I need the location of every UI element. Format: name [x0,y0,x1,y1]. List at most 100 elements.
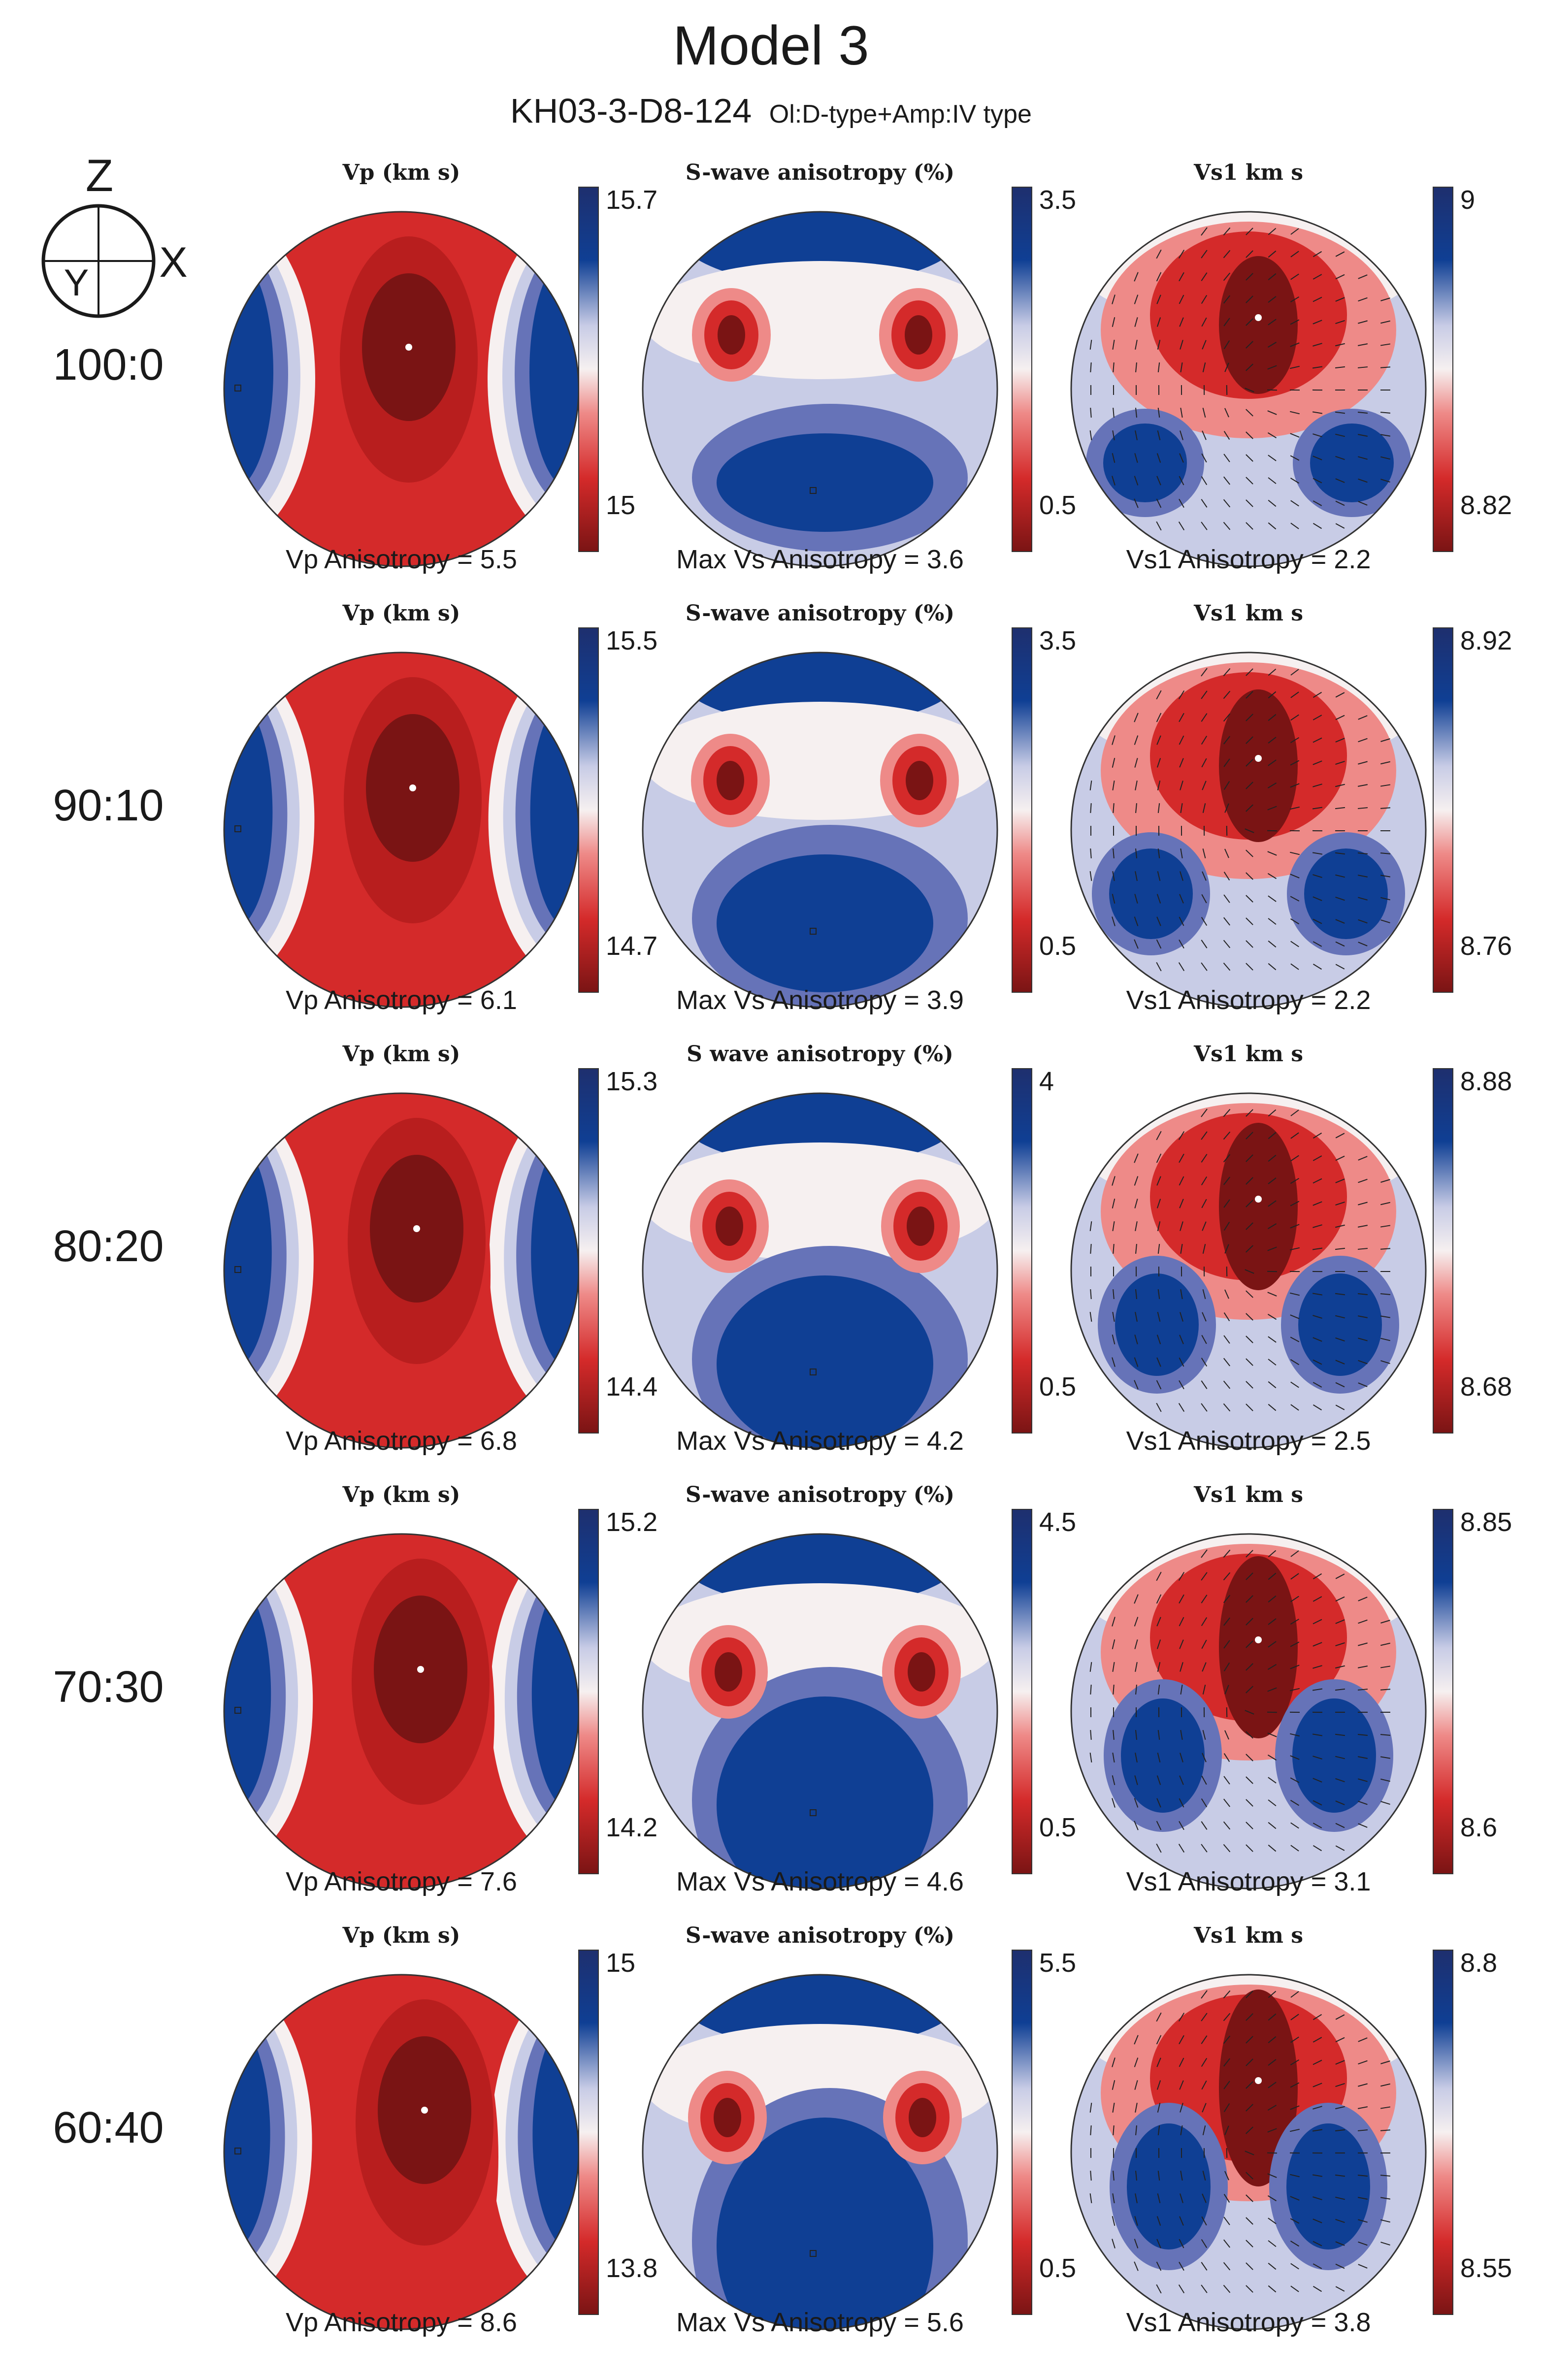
colorbar-max-label: 15 [606,1948,636,1978]
anisotropy-label: Vs1 Anisotropy = 2.5 [1126,1426,1371,1456]
colorbar [578,627,599,993]
panel-title: S-wave anisotropy (%) [685,1482,955,1507]
panel-title: S-wave anisotropy (%) [685,601,955,626]
colorbar-min-label: 14.2 [606,1813,658,1842]
ratio-label: 80:20 [53,1222,164,1271]
pole-figure-vp [223,1974,580,2330]
colorbar-min-label: 14.4 [606,1372,658,1402]
colorbar [1012,1509,1032,1874]
colorbar [1433,1950,1453,2315]
colorbar [1012,1950,1032,2315]
colorbar-min-label: 0.5 [1039,931,1077,961]
colorbar [578,1509,599,1874]
anisotropy-label: Vp Anisotropy = 8.6 [286,2308,517,2337]
panel-title: Vp (km s) [342,160,460,185]
colorbar [1012,1068,1032,1434]
axes-key-icon: Z X Y [41,151,188,318]
panel-title: S wave anisotropy (%) [687,1042,953,1067]
pole-figure-vs [1070,211,1427,567]
colorbar [1433,187,1453,552]
colorbar [578,187,599,552]
pole-figure-vp [223,1533,580,1890]
figure-title: Model 3 [673,15,869,76]
axis-z-label: Z [86,151,113,201]
panel-title: Vs1 km s [1194,1482,1303,1507]
colorbar-min-label: 8.76 [1460,931,1512,961]
colorbar-max-label: 8.85 [1460,1507,1512,1537]
pole-figure-vs [1070,1092,1427,1449]
anisotropy-label: Max Vs Anisotropy = 5.6 [676,2308,964,2337]
anisotropy-label: Max Vs Anisotropy = 4.6 [676,1867,964,1896]
anisotropy-label: Max Vs Anisotropy = 4.2 [676,1426,964,1456]
colorbar-min-label: 8.55 [1460,2253,1512,2283]
colorbar-max-label: 8.88 [1460,1067,1512,1096]
pole-figure-av [642,211,998,567]
pole-figure-vp [223,1092,580,1449]
colorbar-min-label: 0.5 [1039,2253,1077,2283]
colorbar-min-label: 13.8 [606,2253,658,2283]
panel-title: S-wave anisotropy (%) [685,1923,955,1948]
anisotropy-label: Vs1 Anisotropy = 2.2 [1126,985,1371,1015]
pole-figure-av [642,652,998,1008]
colorbar [1433,627,1453,993]
pole-figure-av [642,1974,998,2330]
anisotropy-label: Max Vs Anisotropy = 3.6 [676,545,964,574]
pole-figure-vp [223,211,580,567]
colorbar-min-label: 15 [606,490,636,520]
pole-figure-vs [1070,652,1427,1008]
panel-title: Vp (km s) [342,1923,460,1948]
colorbar-max-label: 9 [1460,185,1476,215]
pole-figure-av [642,1092,998,1449]
axis-x-label: X [159,239,187,286]
ratio-label: 100:0 [53,340,164,390]
colorbar-max-label: 3.5 [1039,626,1077,655]
colorbar [578,1068,599,1434]
panel-title: Vs1 km s [1194,1042,1303,1067]
panel-title: Vs1 km s [1194,1923,1303,1948]
colorbar-min-label: 0.5 [1039,1813,1077,1842]
panel-title: Vs1 km s [1194,160,1303,185]
colorbar-min-label: 8.68 [1460,1372,1512,1402]
panel-title: Vs1 km s [1194,601,1303,626]
colorbar-max-label: 4 [1039,1067,1054,1096]
anisotropy-label: Vp Anisotropy = 7.6 [286,1867,517,1896]
colorbar-max-label: 3.5 [1039,185,1077,215]
pole-figure-vp [223,652,580,1008]
colorbar-min-label: 8.6 [1460,1813,1498,1842]
pole-figure-vs [1070,1974,1427,2330]
pole-figure-av [642,1533,998,1890]
colorbar [1012,627,1032,993]
colorbar-max-label: 5.5 [1039,1948,1077,1978]
colorbar-max-label: 15.7 [606,185,658,215]
anisotropy-label: Max Vs Anisotropy = 3.9 [676,985,964,1015]
colorbar-max-label: 4.5 [1039,1507,1077,1537]
ratio-label: 70:30 [53,1663,164,1712]
colorbar [1012,187,1032,552]
colorbar-max-label: 15.2 [606,1507,658,1537]
panel-title: Vp (km s) [342,1042,460,1067]
colorbar-min-label: 0.5 [1039,490,1077,520]
panel-title: S-wave anisotropy (%) [685,160,955,185]
panel-title: Vp (km s) [342,601,460,626]
colorbar-max-label: 15.5 [606,626,658,655]
panel-title: Vp (km s) [342,1482,460,1507]
colorbar [1433,1509,1453,1874]
anisotropy-label: Vs1 Anisotropy = 3.1 [1126,1867,1371,1896]
ratio-label: 90:10 [53,781,164,830]
colorbar-max-label: 8.8 [1460,1948,1498,1978]
pole-figure-vs [1070,1533,1427,1890]
figure-subtitle: KH03-3-D8-124 Ol:D-type+Amp:IV type [0,91,1542,130]
anisotropy-label: Vp Anisotropy = 6.8 [286,1426,517,1456]
axis-y-label: Y [64,262,89,304]
colorbar [578,1950,599,2315]
anisotropy-label: Vp Anisotropy = 6.1 [286,985,517,1015]
colorbar-max-label: 8.92 [1460,626,1512,655]
anisotropy-label: Vs1 Anisotropy = 3.8 [1126,2308,1371,2337]
sample-type: Ol:D-type+Amp:IV type [769,100,1032,129]
anisotropy-label: Vs1 Anisotropy = 2.2 [1126,545,1371,574]
sample-id: KH03-3-D8-124 [510,92,752,130]
colorbar [1433,1068,1453,1434]
colorbar-min-label: 14.7 [606,931,658,961]
colorbar-min-label: 8.82 [1460,490,1512,520]
colorbar-min-label: 0.5 [1039,1372,1077,1402]
